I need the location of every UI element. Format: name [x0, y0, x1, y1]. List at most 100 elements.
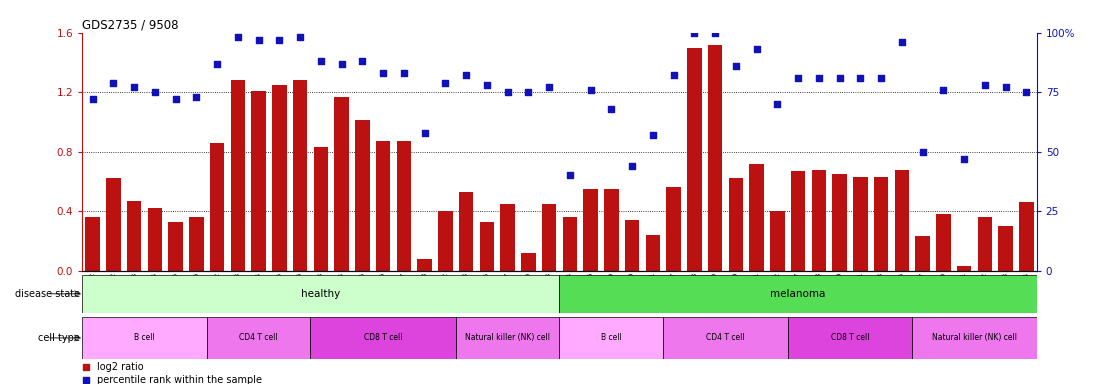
Bar: [874, 177, 889, 271]
Bar: [584, 189, 598, 271]
Point: [78, 364, 95, 370]
Bar: [957, 266, 971, 271]
Point: [935, 87, 952, 93]
Point: [353, 58, 371, 64]
Bar: [708, 45, 722, 271]
Bar: [749, 164, 764, 271]
Bar: [645, 235, 660, 271]
Bar: [310, 317, 455, 359]
Text: Natural killer (NK) cell: Natural killer (NK) cell: [932, 333, 1017, 343]
Text: B cell: B cell: [134, 333, 155, 343]
Point: [914, 149, 931, 155]
Bar: [127, 201, 142, 271]
Bar: [687, 48, 702, 271]
Point: [395, 70, 412, 76]
Text: Natural killer (NK) cell: Natural killer (NK) cell: [465, 333, 550, 343]
Bar: [355, 121, 370, 271]
Bar: [664, 317, 788, 359]
Text: melanoma: melanoma: [770, 289, 826, 299]
Point: [810, 75, 827, 81]
Text: CD4 T cell: CD4 T cell: [239, 333, 278, 343]
Text: cell type: cell type: [38, 333, 80, 343]
Point: [208, 61, 226, 67]
Bar: [293, 80, 307, 271]
Bar: [666, 187, 681, 271]
Point: [457, 73, 475, 79]
Text: CD4 T cell: CD4 T cell: [706, 333, 745, 343]
Point: [976, 82, 994, 88]
Point: [499, 89, 517, 95]
Bar: [82, 275, 559, 313]
Bar: [728, 179, 743, 271]
Bar: [812, 170, 826, 271]
Point: [727, 63, 745, 69]
Bar: [833, 174, 847, 271]
Bar: [251, 91, 265, 271]
Point: [188, 94, 205, 100]
Point: [665, 73, 682, 79]
Bar: [542, 204, 556, 271]
Point: [83, 96, 101, 103]
Bar: [397, 141, 411, 271]
Point: [1018, 89, 1036, 95]
Bar: [314, 147, 328, 271]
Point: [104, 79, 122, 86]
Point: [416, 129, 433, 136]
Bar: [189, 217, 204, 271]
Text: B cell: B cell: [601, 333, 622, 343]
Bar: [82, 317, 206, 359]
Point: [623, 163, 641, 169]
Bar: [853, 177, 868, 271]
Point: [478, 82, 496, 88]
Bar: [210, 143, 225, 271]
Text: log2 ratio: log2 ratio: [98, 362, 144, 372]
Bar: [272, 85, 286, 271]
Text: GDS2735 / 9508: GDS2735 / 9508: [82, 18, 179, 31]
Bar: [106, 179, 121, 271]
Point: [250, 37, 268, 43]
Text: disease state: disease state: [15, 289, 80, 299]
Bar: [459, 192, 474, 271]
Bar: [788, 317, 913, 359]
Point: [271, 37, 289, 43]
Point: [229, 34, 247, 40]
Bar: [230, 80, 245, 271]
Bar: [376, 141, 391, 271]
Text: healthy: healthy: [302, 289, 340, 299]
Point: [644, 132, 661, 138]
Point: [830, 75, 848, 81]
Bar: [559, 275, 1037, 313]
Bar: [977, 217, 992, 271]
Bar: [770, 211, 784, 271]
Point: [893, 39, 911, 45]
Point: [125, 84, 143, 91]
Bar: [206, 317, 310, 359]
Bar: [913, 317, 1037, 359]
Point: [789, 75, 806, 81]
Point: [520, 89, 538, 95]
Bar: [500, 204, 514, 271]
Point: [78, 377, 95, 383]
Point: [955, 156, 973, 162]
Point: [997, 84, 1015, 91]
Point: [706, 30, 724, 36]
Point: [374, 70, 392, 76]
Text: CD8 T cell: CD8 T cell: [830, 333, 869, 343]
Bar: [86, 217, 100, 271]
Point: [748, 46, 766, 52]
Bar: [438, 211, 453, 271]
Point: [312, 58, 329, 64]
Bar: [563, 217, 577, 271]
Bar: [625, 220, 640, 271]
Bar: [168, 222, 183, 271]
Point: [292, 34, 309, 40]
Bar: [479, 222, 494, 271]
Bar: [455, 317, 559, 359]
Point: [332, 61, 350, 67]
Point: [581, 87, 599, 93]
Bar: [915, 237, 930, 271]
Bar: [998, 226, 1013, 271]
Bar: [1019, 202, 1033, 271]
Bar: [894, 170, 909, 271]
Point: [561, 172, 578, 179]
